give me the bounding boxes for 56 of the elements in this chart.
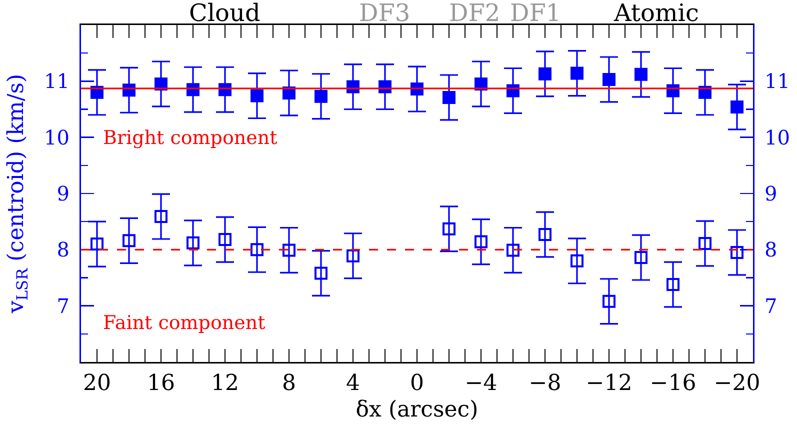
y2-tick-label: 11	[764, 69, 790, 94]
point	[154, 210, 168, 224]
annotation: DF3	[359, 0, 410, 27]
x-tick-label: 16	[147, 370, 175, 396]
y2-tick-label: 8	[764, 238, 778, 262]
x-tick-label: 20	[83, 370, 111, 396]
x-tick-label: 12	[211, 370, 239, 396]
y-tick-label: 9	[56, 182, 70, 206]
x-tick-label: −12	[586, 370, 632, 396]
point	[730, 246, 744, 259]
annotation: Atomic	[613, 0, 699, 27]
point	[570, 254, 584, 268]
y2-tick-label: 9	[764, 182, 778, 206]
annotation: DF1	[510, 0, 562, 27]
point	[506, 244, 520, 257]
x-tick-label: −20	[714, 370, 760, 396]
point	[442, 90, 456, 104]
point	[666, 278, 680, 291]
point	[634, 68, 648, 81]
point	[602, 294, 616, 308]
point	[698, 236, 712, 250]
annotation: DF2	[449, 0, 500, 27]
point	[634, 251, 648, 264]
point	[218, 233, 232, 246]
y-tick-label: 10	[44, 125, 70, 150]
x-tick-label: −8	[528, 370, 562, 396]
x-tick-label: 8	[282, 370, 296, 396]
y-tick-label: 11	[44, 69, 70, 94]
point	[282, 244, 296, 257]
y-tick-label: 8	[56, 238, 70, 262]
point	[90, 238, 104, 251]
point	[602, 72, 616, 86]
point	[538, 67, 552, 80]
y2-tick-label: 10	[764, 125, 790, 150]
point	[346, 249, 360, 262]
ref-line-label: Faint component	[103, 312, 266, 334]
point	[250, 243, 264, 256]
point	[314, 90, 328, 103]
x-axis-title: δx (arcsec)	[356, 398, 478, 423]
annotation: Cloud	[189, 0, 260, 27]
point	[730, 100, 744, 114]
point	[186, 236, 200, 250]
point	[570, 66, 584, 80]
point	[442, 222, 456, 236]
point	[538, 228, 552, 241]
point	[314, 266, 328, 280]
y-tick-label: 7	[56, 294, 70, 318]
y2-tick-label: 7	[764, 294, 778, 318]
x-tick-label: 0	[410, 370, 424, 396]
x-tick-label: −16	[650, 370, 696, 396]
ref-line-label: Bright component	[103, 127, 278, 149]
point	[474, 235, 488, 248]
point	[250, 89, 264, 102]
x-tick-label: −4	[464, 370, 498, 396]
x-tick-label: 4	[346, 370, 360, 396]
point	[122, 234, 136, 248]
